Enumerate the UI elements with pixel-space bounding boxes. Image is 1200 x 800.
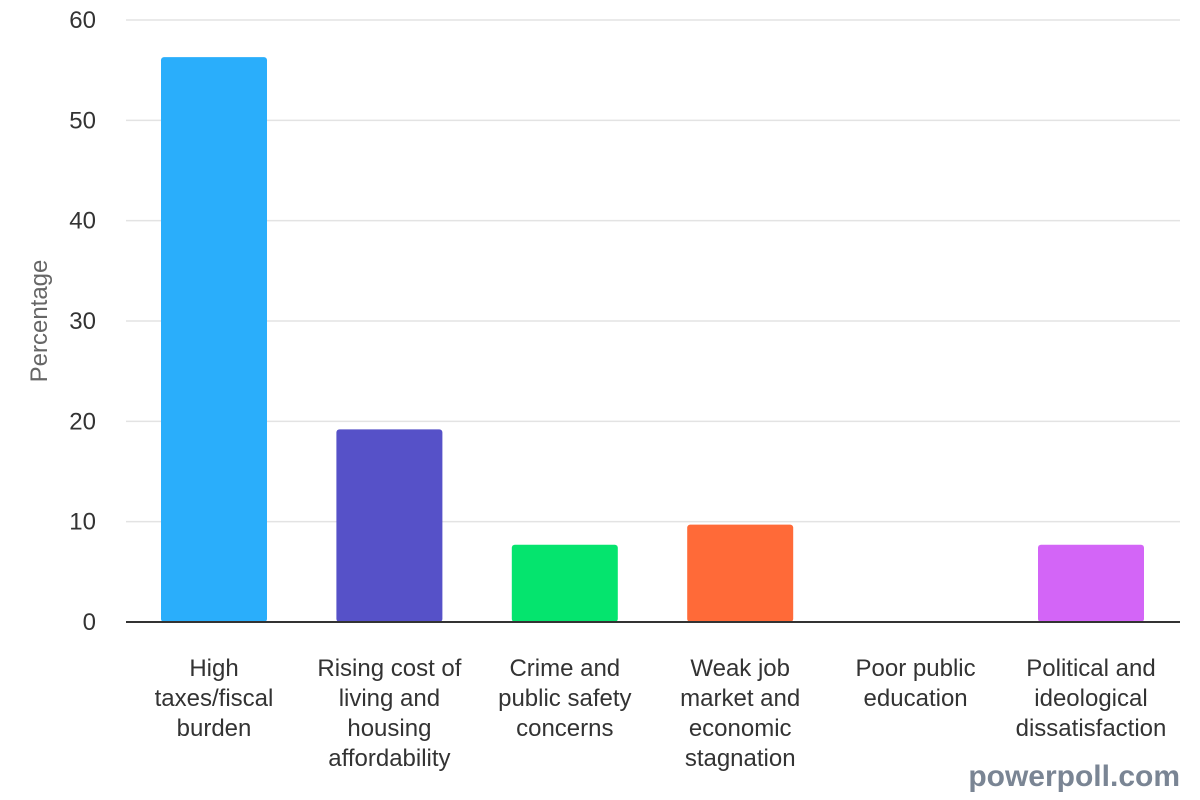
bar [511,544,618,622]
x-category-label: Crime and public safety concerns [498,655,631,742]
x-category-label: Political and ideological dissatisfaction [1016,655,1167,742]
x-category-label: Poor public education [856,655,976,712]
y-tick-label: 40 [69,208,96,235]
y-tick-label: 50 [69,107,96,134]
x-category-label: Weak job market and economic stagnation [680,655,800,772]
y-axis-ticks: 0 10 20 30 40 50 60 [69,7,96,636]
y-tick-label: 10 [69,509,96,536]
x-category-label: Rising cost of living and housing affordabi… [317,655,461,772]
y-axis-title: Percentage [26,260,53,383]
bar [1038,544,1144,622]
bar [161,57,267,622]
bar [336,429,443,622]
y-tick-label: 20 [69,408,96,435]
bar [687,524,794,622]
y-tick-label: 30 [69,308,96,335]
x-category-label: High taxes/fiscal burden [155,655,274,742]
bars [161,57,1144,622]
x-axis-labels: High taxes/fiscal burden Rising cost of livi… [155,655,1167,772]
y-tick-label: 60 [69,7,96,34]
y-tick-label: 0 [83,609,96,636]
gridlines [126,19,1180,523]
watermark: powerpoll.com [968,760,1180,793]
